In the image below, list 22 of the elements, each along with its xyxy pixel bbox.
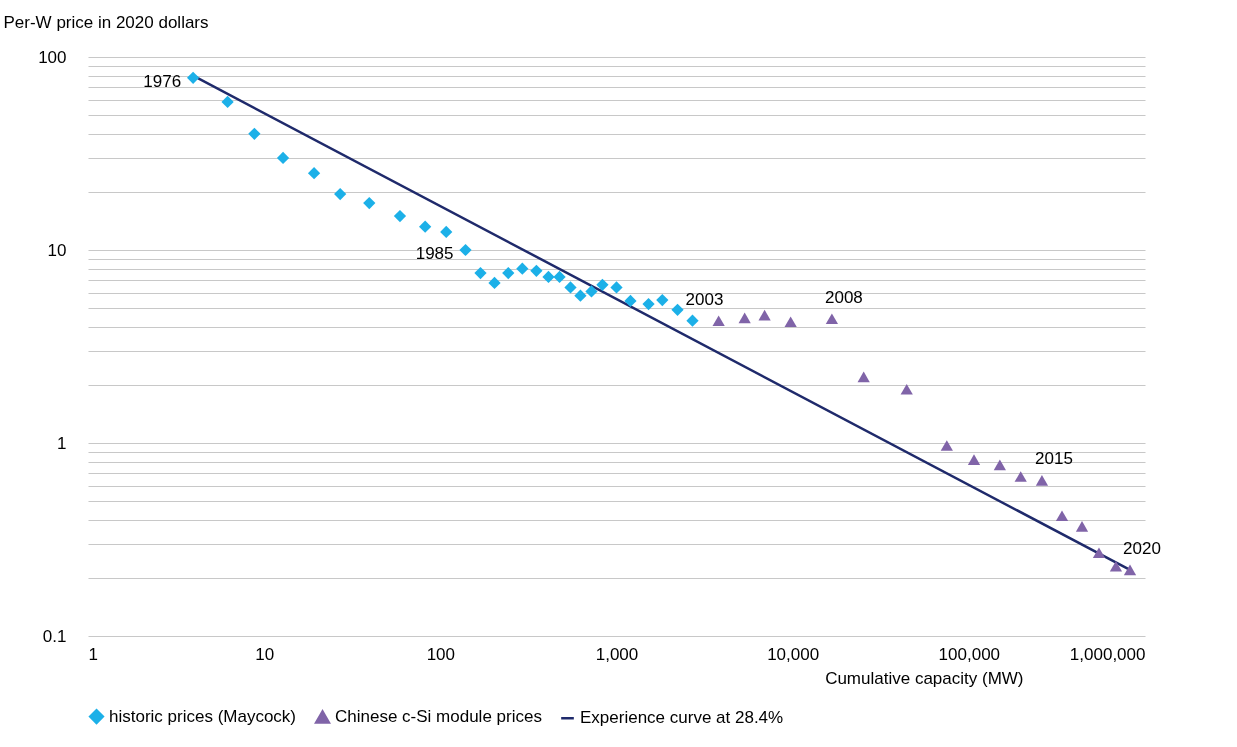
legend-label: Chinese c-Si module prices: [335, 707, 542, 727]
y-tick-label: 100: [38, 47, 67, 67]
x-axis-title: Cumulative capacity (MW): [825, 668, 1024, 688]
y-axis-title: Per-W price in 2020 dollars: [3, 12, 209, 32]
annotation: 1985: [415, 244, 454, 263]
legend-label: Experience curve at 28.4%: [580, 708, 784, 728]
x-tick-label: 1,000,000: [1069, 644, 1146, 664]
annotation: 2003: [685, 289, 724, 309]
annotation: 2020: [1123, 538, 1161, 558]
x-tick-label: 100,000: [938, 644, 1001, 664]
x-tick-label: 10,000: [767, 644, 820, 664]
y-tick-label: 10: [47, 240, 67, 260]
annotation: 2008: [824, 287, 863, 307]
y-tick-label: 0.1: [42, 626, 67, 646]
x-tick-label: 100: [426, 644, 456, 664]
y-tick-label: 1: [57, 433, 67, 453]
x-tick-label: 10: [255, 644, 275, 664]
x-tick-label: 1,000: [595, 644, 639, 664]
legend-label: historic prices (Maycock): [109, 706, 297, 726]
annotation: 2015: [1035, 449, 1073, 469]
annotation: 1976: [143, 71, 182, 91]
x-tick-label: 1: [88, 644, 98, 664]
